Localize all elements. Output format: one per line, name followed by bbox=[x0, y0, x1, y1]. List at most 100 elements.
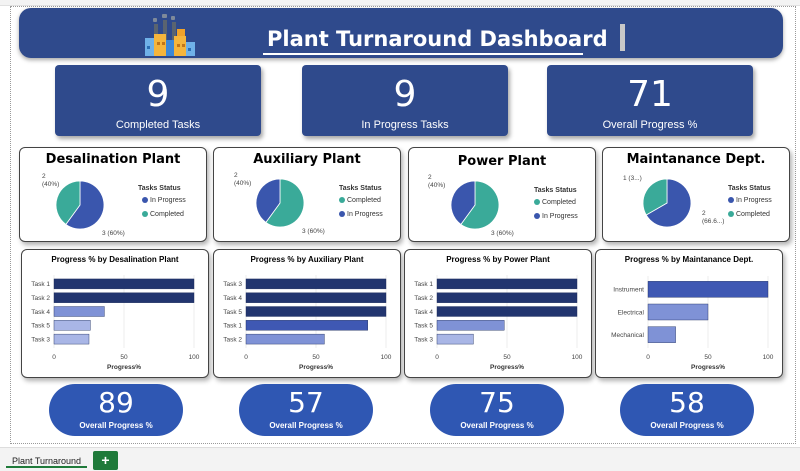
bar-task-2[interactable] bbox=[53, 292, 195, 303]
y-category-label: Task 1 bbox=[414, 281, 433, 288]
legend-item-completed: Completed bbox=[534, 199, 576, 206]
pie-data-label: 2 (40%) bbox=[234, 172, 252, 187]
pie-data-label: 2 (66.6...) bbox=[702, 210, 725, 225]
pie-chart-svg bbox=[642, 178, 692, 228]
bar-chart-svg: 0 50 100 Task 1 Task 2 Task 4 Task 5 Task 3 Prog… bbox=[31, 275, 200, 371]
bar-task-4[interactable] bbox=[436, 306, 578, 317]
pie-slice-in-progress[interactable] bbox=[450, 180, 476, 225]
bar-chart-svg: 0 50 100 Task 3 Task 4 Task 5 Task 1 Task 2 Prog… bbox=[223, 275, 392, 371]
pill-value: 58 bbox=[669, 386, 705, 419]
bar-task-4[interactable] bbox=[245, 292, 387, 303]
bar-task-1[interactable] bbox=[245, 320, 369, 331]
pie-slice-completed[interactable] bbox=[55, 180, 81, 225]
x-tick-label: 50 bbox=[312, 354, 320, 361]
text-cursor-bar bbox=[620, 24, 625, 51]
kpi-overall-progress: 71 Overall Progress % bbox=[547, 65, 753, 136]
y-category-label: Task 2 bbox=[414, 295, 433, 302]
bar-task-2[interactable] bbox=[245, 333, 325, 345]
y-category-label: Instrument bbox=[613, 287, 644, 294]
y-category-label: Task 3 bbox=[414, 336, 433, 343]
x-tick-label: 0 bbox=[646, 354, 650, 361]
pie-slice-in-progress[interactable] bbox=[255, 178, 281, 223]
bar-task-3[interactable] bbox=[53, 333, 90, 345]
overall-progress-pill-auxiliary: 57 Overall Progress % bbox=[239, 384, 373, 436]
y-category-label: Task 5 bbox=[31, 323, 50, 330]
y-category-label: Electrical bbox=[618, 309, 645, 316]
sheet-tab-plant-turnaround[interactable]: Plant Turnaround bbox=[6, 454, 88, 468]
y-category-label: Task 4 bbox=[31, 309, 50, 316]
pie-slice-completed[interactable] bbox=[460, 180, 500, 230]
bar-task-3[interactable] bbox=[245, 278, 387, 290]
x-tick-label: 0 bbox=[435, 354, 439, 361]
y-category-label: Task 1 bbox=[31, 281, 50, 288]
y-category-label: Task 2 bbox=[31, 295, 50, 302]
bar-card-desalination[interactable]: Progress % by Desalination Plant 0 50 100 T… bbox=[21, 249, 209, 378]
bar-card-auxiliary[interactable]: Progress % by Auxiliary Plant 0 50 100 Task… bbox=[213, 249, 401, 378]
pie-card-auxiliary[interactable]: Auxiliary Plant 2 (40%) 3 (60%) Tasks Sta… bbox=[213, 147, 401, 242]
title-underline bbox=[263, 53, 583, 55]
bar-task-3[interactable] bbox=[436, 333, 474, 345]
bar-card-power[interactable]: Progress % by Power Plant 0 50 100 Task 1 Ta… bbox=[404, 249, 592, 378]
kpi-value: 71 bbox=[627, 74, 673, 115]
bar-task-5[interactable] bbox=[53, 320, 91, 331]
y-category-label: Task 2 bbox=[223, 336, 242, 343]
x-tick-label: 0 bbox=[244, 354, 248, 361]
bar-chart-svg: 0 50 100 Task 1 Task 2 Task 4 Task 5 Task 3 Prog… bbox=[414, 275, 583, 371]
pie-data-label: 3 (60%) bbox=[302, 228, 325, 235]
pill-label: Overall Progress % bbox=[79, 421, 153, 430]
x-tick-label: 100 bbox=[763, 354, 774, 361]
pill-value: 75 bbox=[479, 386, 515, 419]
bar-instrument[interactable] bbox=[647, 281, 769, 298]
kpi-in-progress-tasks: 9 In Progress Tasks bbox=[302, 65, 508, 136]
kpi-label: Overall Progress % bbox=[602, 119, 698, 131]
kpi-value: 9 bbox=[146, 74, 170, 115]
pie-slice-in-progress[interactable] bbox=[645, 178, 692, 228]
pie-data-label: 2 (40%) bbox=[42, 173, 60, 188]
legend-item-in-progress: In Progress bbox=[534, 213, 578, 220]
pie-card-desalination[interactable]: Desalination Plant 2 (40%) 3 (60%) Tasks … bbox=[19, 147, 207, 242]
y-category-label: Task 3 bbox=[31, 336, 50, 343]
legend-item-completed: Completed bbox=[728, 211, 770, 218]
pie-slice-in-progress[interactable] bbox=[65, 180, 105, 230]
bar-task-4[interactable] bbox=[53, 306, 105, 317]
legend-title: Tasks Status bbox=[138, 185, 181, 192]
pie-slice-completed[interactable] bbox=[265, 178, 305, 228]
ribbon-strip bbox=[0, 0, 800, 6]
bar-chart-title: Progress % by Maintanance Dept. bbox=[624, 255, 754, 264]
pie-chart-svg bbox=[255, 178, 305, 228]
x-tick-label: 100 bbox=[189, 354, 200, 361]
legend-item-completed: Completed bbox=[142, 211, 184, 218]
pie-slice-completed[interactable] bbox=[642, 178, 668, 216]
bar-task-1[interactable] bbox=[53, 278, 195, 290]
overall-progress-pill-power: 75 Overall Progress % bbox=[430, 384, 564, 436]
legend-title: Tasks Status bbox=[534, 187, 577, 194]
legend-item-in-progress: In Progress bbox=[339, 211, 383, 218]
pie-title: Desalination Plant bbox=[45, 152, 181, 167]
overall-progress-pill-maintenance: 58 Overall Progress % bbox=[620, 384, 754, 436]
add-sheet-button[interactable]: + bbox=[93, 451, 118, 470]
bar-task-2[interactable] bbox=[436, 292, 578, 303]
pie-data-label: 1 (3...) bbox=[623, 175, 642, 182]
bar-task-5[interactable] bbox=[245, 306, 387, 317]
pie-title: Maintanance Dept. bbox=[626, 152, 766, 167]
legend-title: Tasks Status bbox=[339, 185, 382, 192]
dashboard-title: Plant Turnaround Dashboard bbox=[267, 27, 608, 51]
pill-label: Overall Progress % bbox=[269, 421, 343, 430]
y-category-label: Task 3 bbox=[223, 281, 242, 288]
bar-chart-title: Progress % by Power Plant bbox=[446, 255, 550, 264]
pie-data-label: 3 (60%) bbox=[102, 230, 125, 237]
bar-task-5[interactable] bbox=[436, 320, 505, 331]
pie-data-label: 2 (40%) bbox=[428, 174, 446, 189]
bar-electrical[interactable] bbox=[647, 303, 709, 321]
y-category-label: Mechanical bbox=[611, 332, 644, 339]
x-tick-label: 100 bbox=[572, 354, 583, 361]
legend-item-in-progress: In Progress bbox=[142, 197, 186, 204]
kpi-completed-tasks: 9 Completed Tasks bbox=[55, 65, 261, 136]
bar-card-maintenance[interactable]: Progress % by Maintanance Dept. 0 50 100 In… bbox=[595, 249, 783, 378]
bar-task-1[interactable] bbox=[436, 278, 578, 290]
pie-card-power[interactable]: Power Plant 2 (40%) 3 (60%) Tasks Status … bbox=[408, 147, 596, 242]
pie-card-maintenance[interactable]: Maintanance Dept. 1 (3...) 2 (66.6...) Ta… bbox=[602, 147, 790, 242]
x-tick-label: 50 bbox=[704, 354, 712, 361]
bar-mechanical[interactable] bbox=[647, 326, 676, 343]
